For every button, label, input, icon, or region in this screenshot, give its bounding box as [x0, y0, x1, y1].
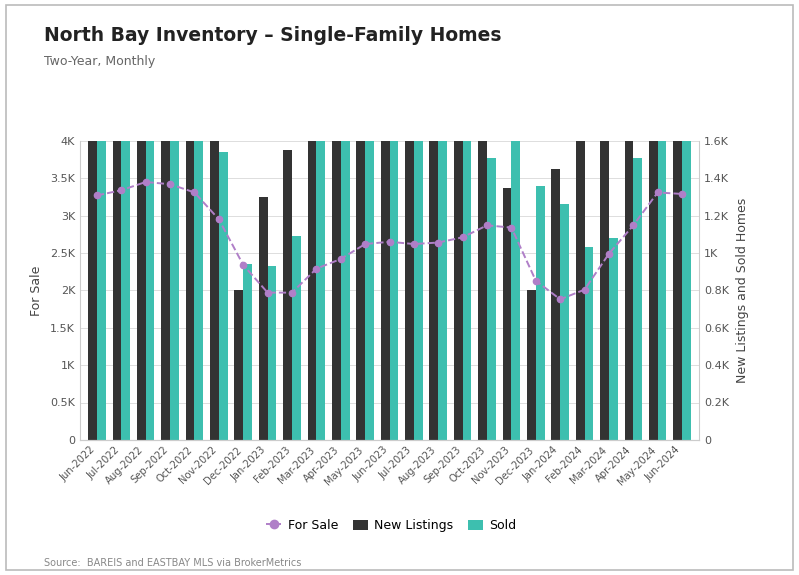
Y-axis label: New Listings and Sold Homes: New Listings and Sold Homes	[736, 198, 749, 383]
Bar	[511, 118, 520, 440]
Bar	[560, 205, 569, 440]
Bar	[585, 247, 594, 440]
Bar	[487, 158, 496, 440]
Bar	[454, 1, 463, 440]
Bar	[137, 0, 145, 440]
Bar	[308, 1, 316, 440]
Bar	[283, 150, 292, 440]
Bar	[365, 42, 374, 440]
Bar	[439, 105, 447, 440]
Bar	[430, 10, 439, 440]
Legend: For Sale, New Listings, Sold: For Sale, New Listings, Sold	[261, 514, 522, 537]
Bar	[292, 236, 300, 440]
Bar	[259, 197, 268, 440]
Bar	[381, 0, 390, 440]
Bar	[340, 126, 349, 440]
Bar	[658, 70, 666, 440]
Bar	[113, 0, 121, 440]
Bar	[121, 53, 130, 440]
Text: Source:  BAREIS and EASTBAY MLS via BrokerMetrics: Source: BAREIS and EASTBAY MLS via Broke…	[44, 558, 301, 568]
Bar	[219, 152, 228, 440]
Text: Two-Year, Monthly: Two-Year, Monthly	[44, 55, 155, 68]
Bar	[405, 20, 414, 440]
Y-axis label: For Sale: For Sale	[30, 265, 43, 316]
Bar	[390, 124, 398, 440]
Bar	[503, 187, 511, 440]
Bar	[479, 57, 487, 440]
Bar	[356, 0, 365, 440]
Bar	[316, 126, 325, 440]
Text: North Bay Inventory – Single-Family Homes: North Bay Inventory – Single-Family Home…	[44, 26, 502, 45]
Bar	[234, 290, 243, 440]
Bar	[600, 0, 609, 440]
Bar	[609, 238, 618, 440]
Bar	[185, 0, 194, 440]
Bar	[536, 186, 545, 440]
Bar	[576, 107, 585, 440]
Bar	[649, 0, 658, 440]
Bar	[161, 0, 170, 440]
Bar	[243, 264, 252, 440]
Bar	[88, 0, 97, 440]
Bar	[551, 169, 560, 440]
Bar	[674, 0, 682, 440]
Bar	[625, 0, 634, 440]
Bar	[414, 105, 423, 440]
Bar	[210, 1, 219, 440]
Bar	[332, 0, 340, 440]
Bar	[268, 266, 276, 440]
Bar	[170, 44, 179, 440]
Bar	[682, 72, 691, 440]
Bar	[145, 14, 154, 440]
Bar	[194, 92, 203, 440]
Bar	[97, 0, 105, 440]
Bar	[527, 290, 536, 440]
Bar	[634, 158, 642, 440]
Bar	[463, 96, 471, 440]
